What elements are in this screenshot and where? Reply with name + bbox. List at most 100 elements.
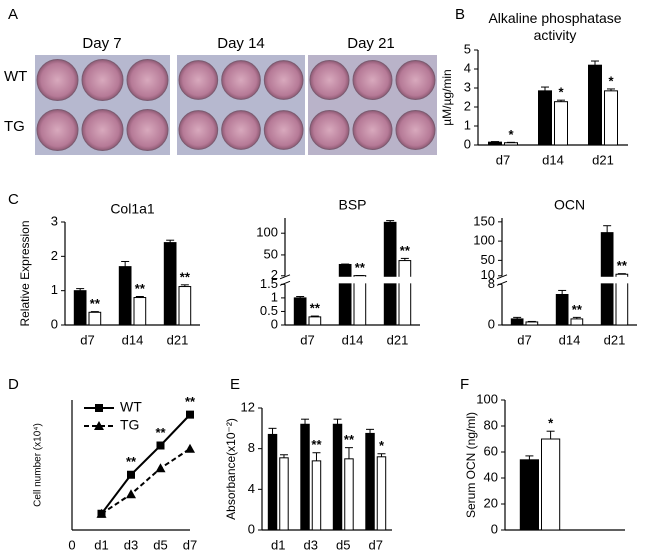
y-axis-label: Serum OCN (ng/ml) xyxy=(464,412,478,518)
x-tick-label: 0 xyxy=(68,537,75,552)
axis-break xyxy=(279,276,420,284)
column-label: Day 14 xyxy=(217,35,265,52)
y-tick-label: 8 xyxy=(488,276,495,291)
x-tick-label: d1 xyxy=(271,537,285,552)
y-tick-label: 0.5 xyxy=(260,303,278,318)
well xyxy=(81,109,124,151)
y-tick-label: 8 xyxy=(248,440,255,455)
y-tick-label: 60 xyxy=(484,443,498,458)
x-tick-label: d14 xyxy=(342,332,364,347)
chart-title: Col1a1 xyxy=(110,201,155,217)
y-tick-label: 3 xyxy=(464,79,471,94)
x-tick-label: d21 xyxy=(387,332,409,347)
bar xyxy=(344,458,354,531)
bar xyxy=(555,294,569,326)
x-tick-label: d21 xyxy=(167,332,189,347)
y-tick-label: 1 xyxy=(51,282,58,297)
y-tick-label: 0 xyxy=(488,316,495,331)
well xyxy=(126,59,169,101)
significance-label: ** xyxy=(135,281,146,296)
panel-label: D xyxy=(8,376,19,393)
bar xyxy=(118,266,132,326)
y-tick-label: 1.5 xyxy=(260,276,278,291)
y-tick-label: 2 xyxy=(271,267,278,282)
chart-title: OCN xyxy=(554,197,585,213)
bar xyxy=(554,101,568,146)
panel-label: F xyxy=(460,376,469,393)
x-tick-label: d7 xyxy=(183,537,197,552)
bar xyxy=(332,423,343,531)
x-tick-label: d7 xyxy=(369,537,383,552)
significance-label: ** xyxy=(185,394,196,409)
legend-label: WT xyxy=(120,399,142,415)
bar xyxy=(308,316,322,326)
legend-label: TG xyxy=(120,417,139,433)
significance-label: ** xyxy=(155,425,166,440)
bar xyxy=(398,260,412,326)
x-tick-label: d21 xyxy=(604,332,626,347)
significance-label: ** xyxy=(572,302,583,317)
y-axis-label: Absorbance(x10⁻²) xyxy=(224,418,238,520)
marker xyxy=(126,489,136,499)
y-tick-label: 0 xyxy=(51,316,58,331)
bar xyxy=(338,263,352,326)
y-tick-label: 0 xyxy=(491,521,498,536)
y-axis-label: Cell number (x10⁴) xyxy=(33,423,44,507)
well xyxy=(178,110,219,150)
well xyxy=(309,60,350,100)
y-tick-label: 100 xyxy=(256,225,278,240)
panel-label: E xyxy=(230,376,240,393)
y-tick-label: 0 xyxy=(248,521,255,536)
well xyxy=(263,110,304,150)
significance-label: * xyxy=(558,85,564,100)
significance-label: * xyxy=(508,127,514,142)
chart-title: Alkaline phosphatase activity xyxy=(488,10,622,43)
significance-label: ** xyxy=(400,243,411,258)
y-tick-label: 150 xyxy=(473,213,495,228)
significance-label: ** xyxy=(617,258,628,273)
y-axis-label: µM/µg/min xyxy=(440,69,454,126)
bar xyxy=(604,90,618,146)
legend-marker xyxy=(94,421,104,430)
x-tick-label: d7 xyxy=(517,332,531,347)
y-tick-label: 4 xyxy=(248,481,255,496)
y-tick-label: 1 xyxy=(464,117,471,132)
axis-break xyxy=(496,274,508,280)
axis-break xyxy=(496,276,637,284)
y-tick-label: 0 xyxy=(271,316,278,331)
bar xyxy=(365,432,375,531)
line xyxy=(100,447,191,515)
bar xyxy=(519,459,539,531)
x-tick-label: d7 xyxy=(80,332,94,347)
bar xyxy=(311,460,322,531)
bar xyxy=(133,297,147,326)
well xyxy=(36,109,79,151)
well xyxy=(395,60,436,100)
bar xyxy=(178,286,192,326)
significance-label: * xyxy=(379,438,385,453)
bar xyxy=(504,142,518,146)
significance-label: ** xyxy=(355,260,366,275)
bar xyxy=(570,318,584,326)
y-tick-label: 20 xyxy=(484,495,498,510)
y-tick-label: 12 xyxy=(241,399,255,414)
y-tick-label: 100 xyxy=(476,391,498,406)
bar xyxy=(163,242,177,326)
y-tick-label: 50 xyxy=(264,246,278,261)
bar xyxy=(588,64,602,146)
x-tick-label: d14 xyxy=(542,152,564,167)
significance-label: ** xyxy=(310,300,321,315)
panel-label: C xyxy=(8,191,19,208)
significance-label: ** xyxy=(126,454,137,469)
significance-label: ** xyxy=(180,269,191,284)
x-tick-label: d1 xyxy=(94,537,108,552)
axis-break xyxy=(279,280,291,286)
significance-label: ** xyxy=(311,437,322,452)
well xyxy=(309,110,350,150)
y-tick-label: 3 xyxy=(51,213,58,228)
y-tick-label: 4 xyxy=(464,60,471,75)
bar xyxy=(376,456,387,531)
column-label: Day 7 xyxy=(82,35,121,52)
